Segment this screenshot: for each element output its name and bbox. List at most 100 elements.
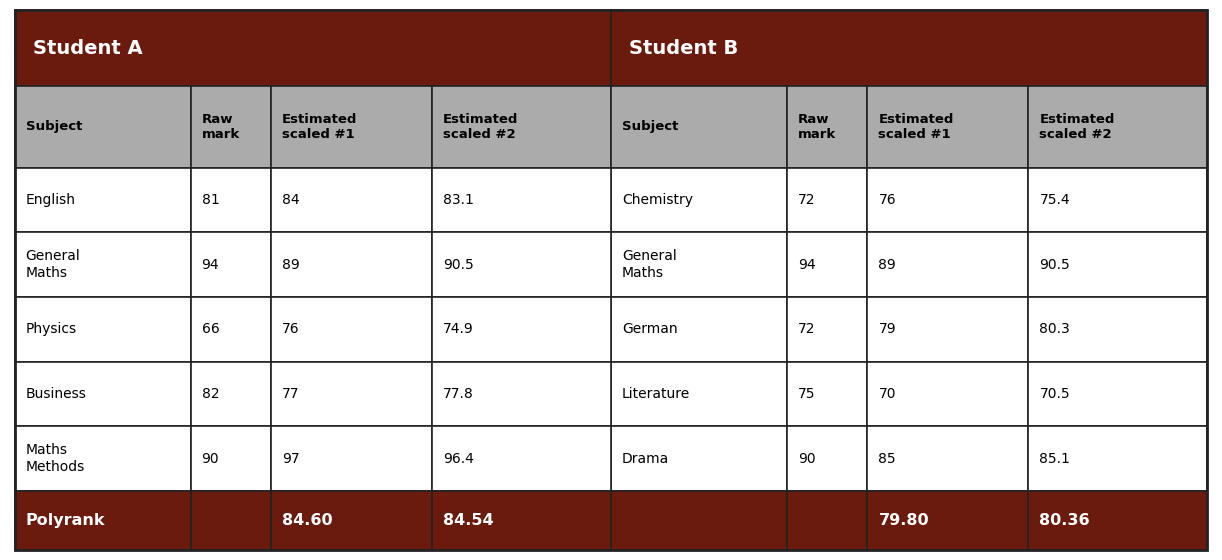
Text: 79: 79 [879, 322, 896, 336]
Bar [1029, 86, 1207, 167]
Text: 96.4: 96.4 [444, 451, 474, 465]
Bar [868, 297, 1029, 362]
Bar [191, 232, 271, 297]
Bar [15, 86, 191, 167]
Bar [433, 297, 611, 362]
Bar [433, 86, 611, 167]
Bar [191, 426, 271, 491]
Text: 70: 70 [879, 387, 896, 401]
Bar [868, 491, 1029, 550]
Text: 76: 76 [879, 193, 896, 207]
Bar [271, 86, 433, 167]
Bar [611, 10, 1207, 86]
Text: Raw
mark: Raw mark [798, 113, 836, 141]
Bar [611, 297, 787, 362]
Bar [15, 232, 191, 297]
Text: 72: 72 [798, 322, 815, 336]
Bar [611, 426, 787, 491]
Text: 85.1: 85.1 [1040, 451, 1070, 465]
Text: 74.9: 74.9 [444, 322, 474, 336]
Bar [868, 426, 1029, 491]
Text: 81: 81 [202, 193, 219, 207]
Bar [1029, 491, 1207, 550]
Bar [15, 10, 611, 86]
Text: Estimated
scaled #1: Estimated scaled #1 [282, 113, 358, 141]
Text: General
Maths: General Maths [622, 249, 677, 279]
Text: 75: 75 [798, 387, 815, 401]
Bar [15, 491, 191, 550]
Bar [271, 232, 433, 297]
Text: 70.5: 70.5 [1040, 387, 1070, 401]
Bar [611, 362, 787, 426]
Bar [15, 167, 191, 232]
Text: Chemistry: Chemistry [622, 193, 693, 207]
Bar [787, 86, 868, 167]
Bar [433, 232, 611, 297]
Text: 79.80: 79.80 [879, 513, 929, 528]
Bar [271, 491, 433, 550]
Bar [1029, 426, 1207, 491]
Text: 77.8: 77.8 [444, 387, 474, 401]
Bar [15, 426, 191, 491]
Text: 89: 89 [879, 258, 896, 272]
Text: Estimated
scaled #2: Estimated scaled #2 [444, 113, 518, 141]
Bar [15, 362, 191, 426]
Bar [191, 297, 271, 362]
Text: Maths
Methods: Maths Methods [26, 444, 84, 474]
Text: 83.1: 83.1 [444, 193, 474, 207]
Bar [191, 167, 271, 232]
Bar [271, 426, 433, 491]
Bar [787, 362, 868, 426]
Bar [433, 362, 611, 426]
Bar [271, 362, 433, 426]
Bar [611, 491, 787, 550]
Text: 90.5: 90.5 [1040, 258, 1070, 272]
Bar [868, 167, 1029, 232]
Text: Subject: Subject [26, 120, 82, 133]
Text: English: English [26, 193, 76, 207]
Text: 90: 90 [202, 451, 219, 465]
Text: Raw
mark: Raw mark [202, 113, 240, 141]
Bar [868, 362, 1029, 426]
Text: 84: 84 [282, 193, 299, 207]
Bar [191, 491, 271, 550]
Bar [271, 167, 433, 232]
Text: 75.4: 75.4 [1040, 193, 1070, 207]
Text: German: German [622, 322, 678, 336]
Text: 66: 66 [202, 322, 219, 336]
Bar [1029, 167, 1207, 232]
Text: 90.5: 90.5 [444, 258, 474, 272]
Text: Student A: Student A [33, 39, 143, 58]
Bar [787, 426, 868, 491]
Bar [433, 491, 611, 550]
Bar [433, 426, 611, 491]
Text: Drama: Drama [622, 451, 670, 465]
Bar [191, 86, 271, 167]
Bar [1029, 362, 1207, 426]
Text: Subject: Subject [622, 120, 678, 133]
Text: Literature: Literature [622, 387, 690, 401]
Text: Polyrank: Polyrank [26, 513, 105, 528]
Text: 72: 72 [798, 193, 815, 207]
Bar [787, 297, 868, 362]
Text: Physics: Physics [26, 322, 77, 336]
Bar [1029, 297, 1207, 362]
Text: 77: 77 [282, 387, 299, 401]
Text: 97: 97 [282, 451, 299, 465]
Bar [611, 86, 787, 167]
Text: 90: 90 [798, 451, 815, 465]
Text: 94: 94 [798, 258, 815, 272]
Bar [787, 491, 868, 550]
Text: 76: 76 [282, 322, 299, 336]
Bar [868, 232, 1029, 297]
Bar [611, 232, 787, 297]
Bar [868, 86, 1029, 167]
Text: Estimated
scaled #2: Estimated scaled #2 [1040, 113, 1114, 141]
Bar [15, 297, 191, 362]
Bar [787, 232, 868, 297]
Bar [271, 297, 433, 362]
Bar [191, 362, 271, 426]
Text: 84.60: 84.60 [282, 513, 332, 528]
Text: 82: 82 [202, 387, 219, 401]
Text: 80.3: 80.3 [1040, 322, 1070, 336]
